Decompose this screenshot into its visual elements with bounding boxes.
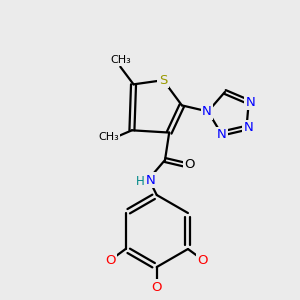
Text: CH₃: CH₃ [110, 55, 131, 65]
Text: N: N [246, 96, 256, 109]
Text: N: N [146, 173, 156, 187]
Text: H: H [135, 175, 144, 188]
Text: O: O [184, 158, 195, 171]
Text: N: N [216, 128, 226, 141]
Text: N: N [244, 121, 254, 134]
Text: O: O [105, 254, 116, 266]
Text: N: N [202, 105, 212, 118]
Text: O: O [152, 280, 162, 293]
Text: CH₃: CH₃ [98, 132, 119, 142]
Text: O: O [198, 254, 208, 266]
Text: S: S [159, 74, 167, 87]
